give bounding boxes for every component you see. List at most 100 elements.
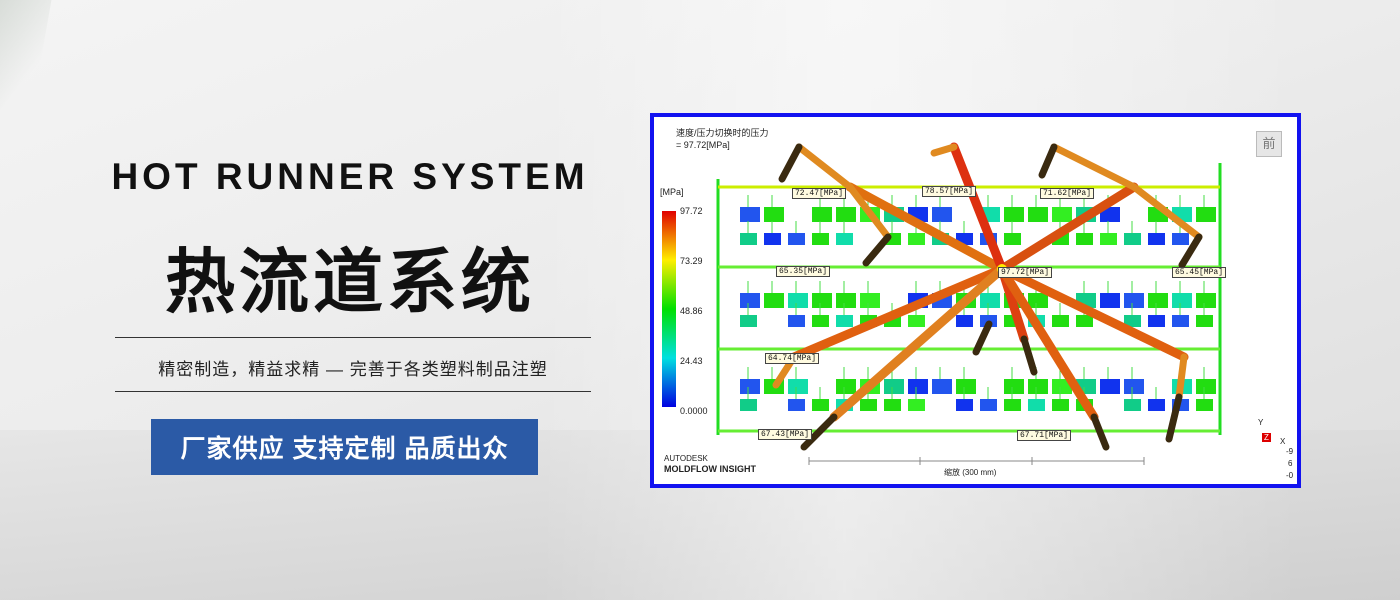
legend-unit: [MPa] <box>660 187 684 197</box>
cavity-part <box>740 315 757 327</box>
cavity-part <box>908 233 925 245</box>
divider-bottom <box>115 391 591 392</box>
brand-autodesk: AUTODESK <box>664 454 708 463</box>
cavity-part <box>860 399 877 411</box>
cavity-part <box>788 293 808 308</box>
cavity-part <box>1148 233 1165 245</box>
pressure-tag: 67.43[MPa] <box>758 429 813 440</box>
cavity-part <box>788 315 805 327</box>
runner-simulation <box>662 142 1222 465</box>
hot-runner-arm <box>930 143 958 157</box>
cavity-part <box>764 207 784 222</box>
hot-runner-arm <box>1050 143 1138 191</box>
cavity-part <box>788 399 805 411</box>
nozzle <box>778 143 803 183</box>
cavity-part <box>1028 399 1045 411</box>
cavity-part <box>1052 315 1069 327</box>
cavity-part <box>1100 293 1120 308</box>
cavity-part <box>764 233 781 245</box>
cavity-part <box>1028 207 1048 222</box>
cavity-part <box>1124 379 1144 394</box>
hot-runner-arm <box>846 183 892 241</box>
pressure-tag: 97.72[MPa] <box>998 267 1053 278</box>
cavity-part <box>956 379 976 394</box>
cavity-part <box>1148 399 1165 411</box>
cavity-part <box>812 293 832 308</box>
cavity-part <box>1196 293 1216 308</box>
hot-runner-arm <box>949 142 1007 274</box>
nozzle <box>862 233 892 267</box>
hot-runner-arm <box>845 182 1007 274</box>
nozzle <box>1020 335 1038 376</box>
pressure-tag: 65.35[MPa] <box>776 266 831 277</box>
cavity-part <box>860 293 880 308</box>
nozzle <box>1165 393 1183 443</box>
sim-title-text: 速度/压力切换时的压力 <box>676 128 769 138</box>
cavity-part <box>1100 207 1120 222</box>
cavity-part <box>1196 315 1213 327</box>
cavity-part <box>1124 315 1141 327</box>
cta-button[interactable]: 厂家供应 支持定制 品质出众 <box>151 419 538 475</box>
cavity-part <box>884 379 904 394</box>
brand-moldflow: MOLDFLOW INSIGHT <box>664 464 756 474</box>
sim-title: 速度/压力切换时的压力 = 97.72[MPa] <box>676 127 769 151</box>
cavity-part <box>740 233 757 245</box>
cavity-part <box>956 399 973 411</box>
cavity-part <box>836 233 853 245</box>
front-view-button[interactable]: 前 <box>1256 131 1282 157</box>
cavity-part <box>1196 207 1216 222</box>
plant-leaf-decoration <box>0 0 52 130</box>
moldflow-logo: AUTODESK MOLDFLOW INSIGHT <box>664 453 756 475</box>
cavity-part <box>740 207 760 222</box>
cavity-part <box>1004 399 1021 411</box>
cavity-part <box>1028 379 1048 394</box>
cavity-part <box>1076 315 1093 327</box>
pressure-tag: 72.47[MPa] <box>792 188 847 199</box>
cavity-part <box>812 399 829 411</box>
axis-num: 6 <box>1288 459 1293 468</box>
cavity-part <box>1052 379 1072 394</box>
axis-y-label: Y <box>1258 418 1264 427</box>
pressure-tag: 71.62[MPa] <box>1040 188 1095 199</box>
cavity-part <box>740 379 760 394</box>
cavity-part <box>1148 293 1168 308</box>
cavity-part <box>836 379 856 394</box>
cavity-part <box>740 399 757 411</box>
cavity-part <box>1196 379 1216 394</box>
legend-label: 97.72 <box>680 206 703 216</box>
cavity-part <box>1004 379 1024 394</box>
cavity-part <box>812 315 829 327</box>
cavity-part <box>908 399 925 411</box>
pressure-tag: 67.71[MPa] <box>1017 430 1072 441</box>
pressure-tag: 65.45[MPa] <box>1172 267 1227 278</box>
cavity-part <box>836 315 853 327</box>
divider-top <box>115 337 591 338</box>
cavity-part <box>908 315 925 327</box>
cavity-part <box>980 399 997 411</box>
cavity-part <box>1052 399 1069 411</box>
title-en: HOT RUNNER SYSTEM <box>111 156 589 197</box>
pressure-tag: 64.74[MPa] <box>765 353 820 364</box>
cavity-part <box>788 379 808 394</box>
title-cn: 热流道系统 <box>165 241 535 323</box>
axis-z-label: Z <box>1262 433 1271 442</box>
cavity-part <box>980 293 1000 308</box>
cavity-part <box>1004 207 1024 222</box>
hot-runner-arm <box>789 264 1007 362</box>
hot-runner-arm <box>829 264 1007 422</box>
cavity-part <box>1124 293 1144 308</box>
subtitle: 精密制造，精益求精 — 完善于各类塑料制品注塑 <box>158 360 548 379</box>
axis-num: -9 <box>1286 447 1294 456</box>
legend-label: 73.29 <box>680 256 703 266</box>
legend-label: 24.43 <box>680 356 703 366</box>
cavity-part <box>1052 207 1072 222</box>
cavity-part <box>1124 399 1141 411</box>
cavity-part <box>812 233 829 245</box>
hot-runner-arm <box>997 264 1099 422</box>
hot-runner-arm <box>795 143 854 191</box>
nozzle <box>972 320 993 356</box>
axis-x-label: X <box>1280 437 1286 446</box>
cavity-part <box>836 207 856 222</box>
nozzle <box>800 413 838 451</box>
cavity-part <box>1076 233 1093 245</box>
